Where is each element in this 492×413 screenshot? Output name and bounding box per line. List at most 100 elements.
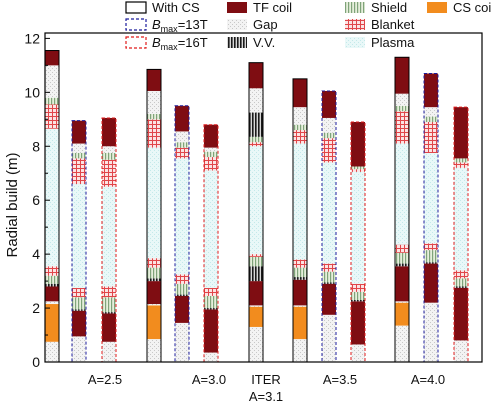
bar-segment-cs_coil [293,306,307,340]
stacked-bar [101,117,117,363]
bar-segment-gap [147,304,161,306]
bar-segment-shield [454,278,468,287]
legend-item-plasma: Plasma [345,35,415,50]
bar-segment-tf_coil [175,295,189,323]
bar-segment-blanket [424,121,438,154]
bar-segment-vv [322,282,336,284]
legend-item-shield: Shield [345,0,407,15]
legend-item-bmax13: Bmax=13T [125,17,208,34]
legend-swatch [227,37,247,48]
bar-segment-gap [147,339,161,362]
bar-segment-tf_coil [204,124,218,148]
bar-segment-blanket [322,263,336,272]
bar-segment-gap [424,302,438,362]
bar-segment-blanket [395,244,409,253]
bar-segment-tf_coil [351,121,365,167]
bar-segment-vv [72,309,86,311]
bar-segment-shield [72,297,86,310]
bar-segment-plasma [102,186,116,287]
legend-item-vv: V.V. [227,35,275,50]
legend-swatch [227,19,247,30]
legend-label: Plasma [371,35,415,50]
bar-segment-vv [424,262,438,264]
stacked-bar [321,90,337,363]
bars [44,50,469,363]
bar-segment-blanket [351,283,365,292]
stacked-bar [423,72,439,363]
bar-segment-tf_coil [424,263,438,303]
bar-segment-cs_coil [45,304,59,342]
legend-item-cs_coil: CS coil [427,0,492,15]
bar-segment-gap [45,341,59,362]
bar-segment-tf_coil [102,117,116,147]
y-tick-label: 10 [24,84,40,100]
bar-segment-blanket [395,111,409,144]
bar-segment-plasma [249,146,263,255]
y-tick-label: 2 [32,300,40,316]
bar-segment-tf_coil [147,69,161,91]
bar-segment-blanket [175,274,189,284]
bar-segment-plasma [322,162,336,264]
bar-segment-vv [454,286,468,288]
stacked-bar [203,124,219,363]
bar-segment-shield [45,97,59,105]
y-tick-label: 0 [32,354,40,370]
group-label: A=4.0 [411,372,445,387]
bar-segment-shield [351,291,365,300]
bar-segment-plasma [293,143,307,260]
bar-segment-tf_coil [351,301,365,345]
bar-segment-gap [322,314,336,362]
bar-segment-tf_coil [322,90,336,118]
bar-segment-shield [293,267,307,278]
bar-segment-shield [395,252,409,264]
bar-segment-blanket [351,169,365,172]
bar-segment-gap [204,352,218,362]
bar-segment-tf_coil [72,310,86,337]
bar-segment-shield [351,166,365,170]
bar-segment-tf_coil [147,281,161,305]
bar-segment-blanket [454,162,468,168]
legend-label: V.V. [253,35,275,50]
bar-segment-vv [204,308,218,310]
bar-segment-gap [454,340,468,362]
bar-segment-blanket [72,287,86,298]
bar-segment-blanket [249,254,263,257]
bar-segment-blanket [45,104,59,129]
bar-segment-tf_coil [395,57,409,94]
bar-segment-tf_coil [102,313,116,342]
bar-segment-blanket [454,270,468,279]
bar-segment-tf_coil [45,50,59,66]
legend-label: TF coil [253,0,292,15]
group-label-secondary: A=3.1 [249,389,283,404]
legend-label: Gap [253,17,278,32]
legend-item-with_cs: With CS [125,0,200,15]
bar-segment-blanket [204,157,218,171]
stacked-bar [71,120,87,363]
bar-segment-tf_coil [45,286,59,302]
bar-segment-shield [293,124,307,131]
bar-segment-plasma [175,158,189,275]
stacked-bar [248,62,264,363]
bar-segment-blanket [293,130,307,144]
bar-segment-gap [102,341,116,362]
y-tick-label: 12 [24,30,40,46]
bar-segment-shield [249,136,263,143]
bar-segment-blanket [102,159,116,187]
bar-segment-plasma [72,184,86,288]
legend-label: CS coil [453,0,492,15]
bar-segment-gap [293,339,307,362]
bar-segment-tf_coil [322,283,336,315]
legend-swatch [345,19,365,30]
bar-segment-shield [322,271,336,283]
stacked-bar [394,56,410,363]
bar-segment-plasma [424,153,438,244]
legend-swatch [345,2,365,13]
bar-segment-shield [175,142,189,148]
bar-segment-gap [72,143,86,154]
bar-segment-blanket [147,258,161,268]
group-label: A=2.5 [88,372,122,387]
bar-segment-vv [351,299,365,302]
